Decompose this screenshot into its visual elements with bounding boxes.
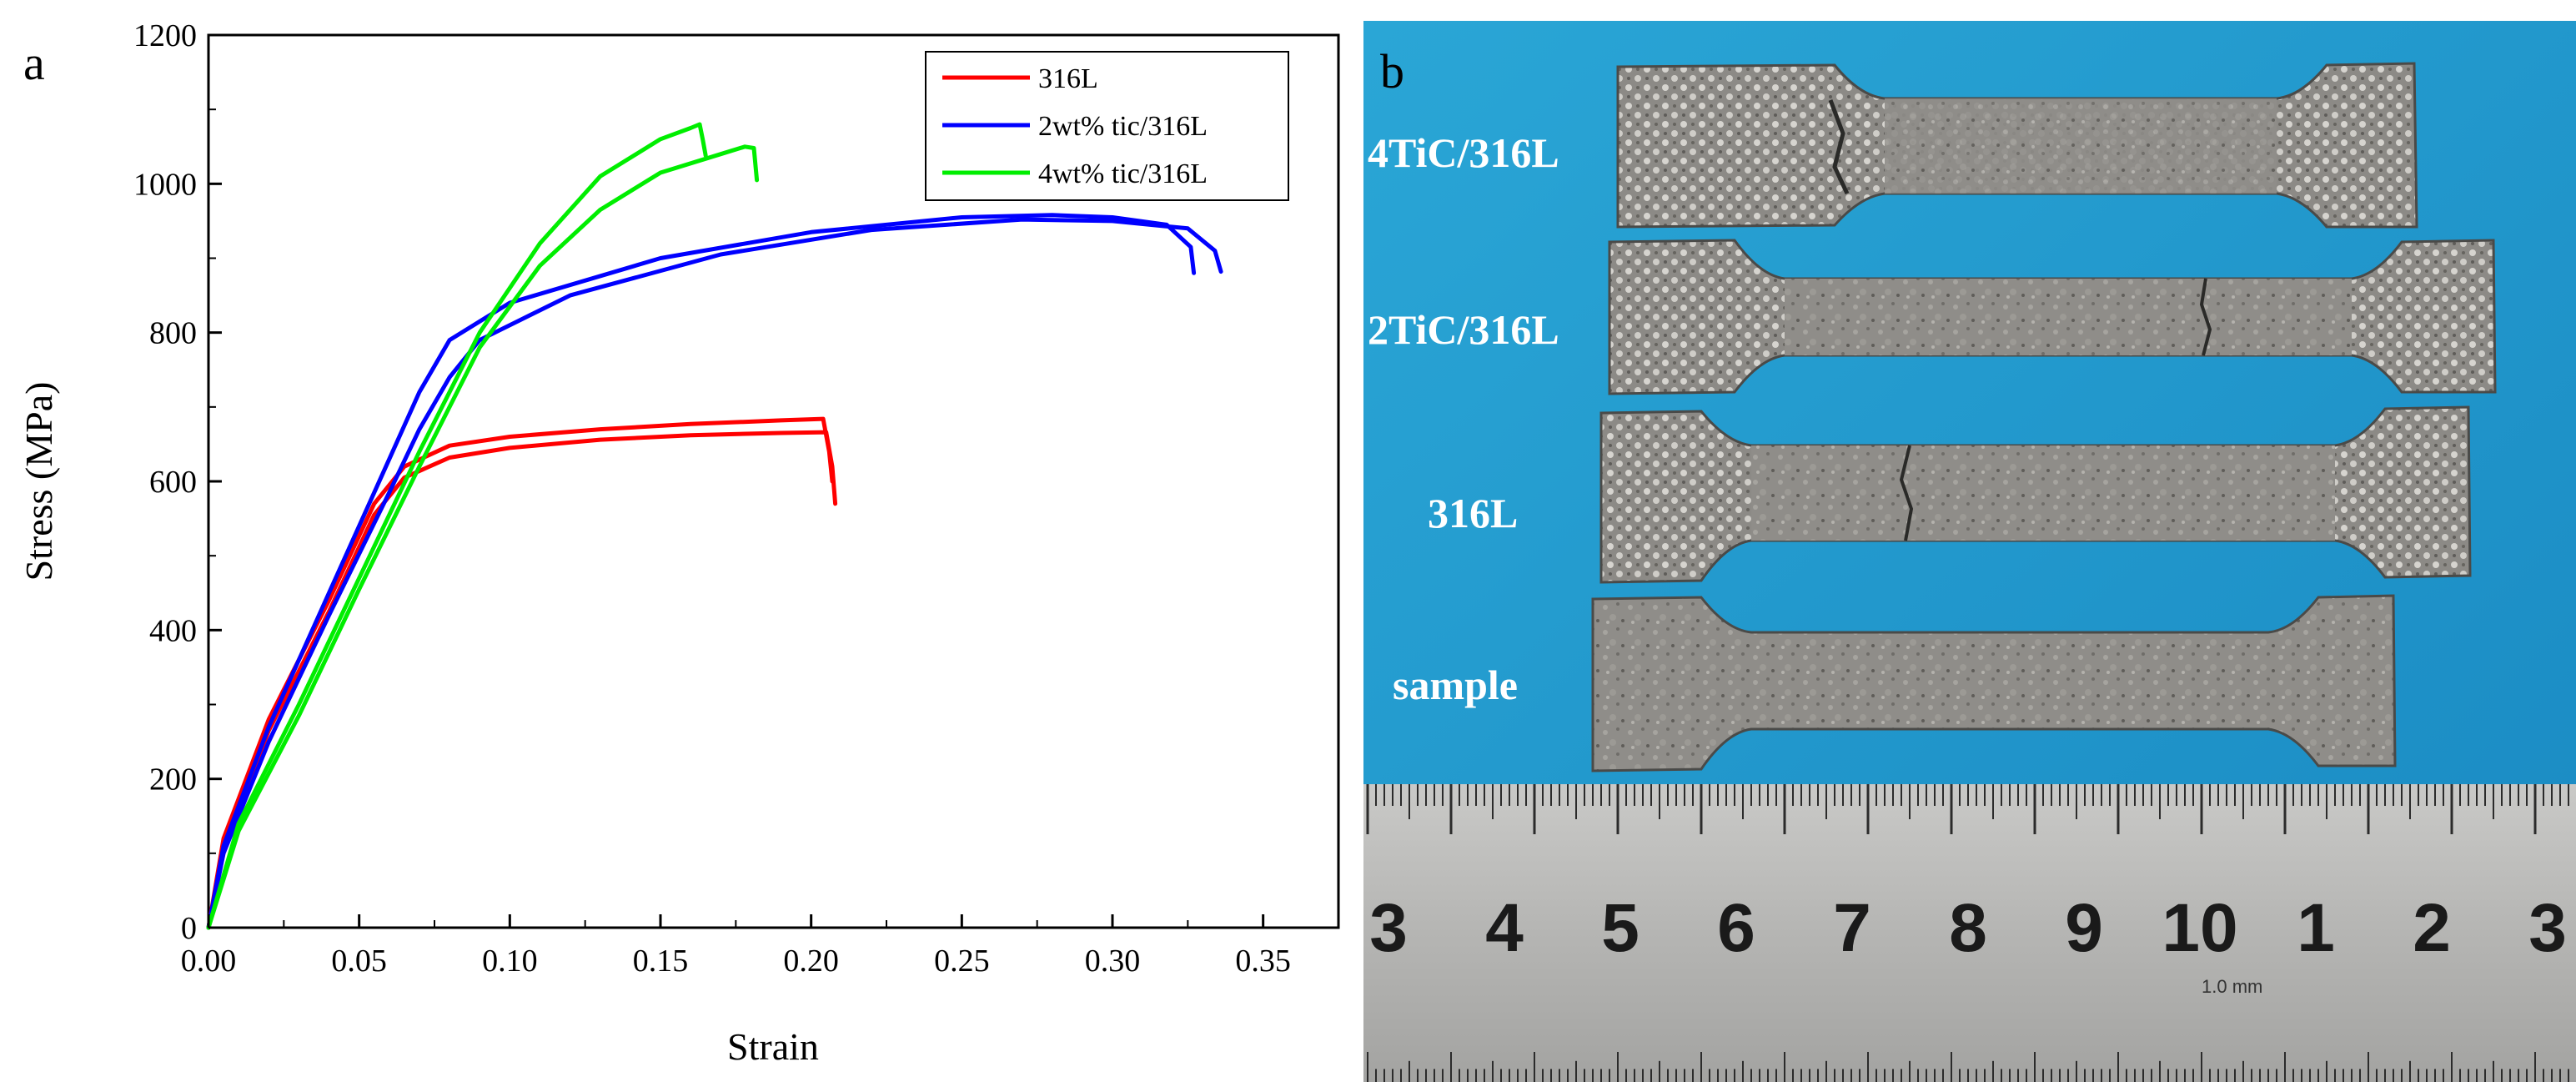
- y-tick-label: 200: [149, 762, 197, 798]
- ruler-number: 10: [2162, 890, 2237, 966]
- label-sample: sample: [1393, 662, 1518, 708]
- specimen-2tic: [1608, 239, 2497, 395]
- ruler-body: [1363, 784, 2576, 1082]
- panel-b-photo: b 4TiC/316L 2TiC/316L 316L sample: [1363, 21, 2576, 1082]
- label-2tic: 2TiC/316L: [1368, 306, 1559, 353]
- series-2-curve-2: [206, 217, 1223, 930]
- ruler-number: 1: [2297, 890, 2335, 966]
- x-tick-label: 0.00: [181, 944, 237, 979]
- series-3-curve-1: [206, 122, 708, 930]
- series-layer: [206, 122, 1223, 930]
- x-tick-label: 0.05: [331, 944, 387, 979]
- ruler-number: 6: [1717, 890, 1755, 966]
- x-axis-title: Strain: [727, 1025, 819, 1068]
- y-tick-label: 1200: [133, 18, 197, 53]
- legend-label-316l: 316L: [1038, 63, 1098, 94]
- series-3-curve-2: [206, 144, 760, 930]
- ruler-number: 8: [1949, 890, 1987, 966]
- x-tick-label: 0.15: [633, 944, 689, 979]
- legend-item-4wt: 4wt% tic/316L: [942, 159, 1208, 189]
- ruler-number: 9: [2065, 890, 2103, 966]
- series-2-curve-1: [206, 213, 1197, 930]
- stress-strain-chart: 0.00 0.05 0.10 0.15 0.20 0.25 0.30 0.35 0 200 400…: [18, 18, 1340, 1068]
- ruler-number: 3: [2528, 890, 2567, 966]
- y-tick-label: 1000: [133, 167, 197, 202]
- panel-b-label: b: [1380, 44, 1404, 98]
- y-axis-ticks: 0 200 400 600 800 1000 1200: [133, 18, 222, 946]
- panel-a-label: a: [23, 36, 45, 90]
- specimen-4tic: [1616, 62, 2418, 229]
- panel-a: a 0.00 0.05 0.10 0.15 0.20 0.25 0.30 0.35 0 200 4…: [18, 18, 1340, 1068]
- specimen-316l: [1599, 405, 2472, 584]
- y-tick-label: 0: [181, 911, 197, 946]
- legend-item-2wt: 2wt% tic/316L: [942, 111, 1208, 142]
- specimen-untested: [1591, 594, 2397, 772]
- ruler-numbers: 3 4 5 6 7 8 9 10 1 2 3: [1369, 890, 2567, 966]
- y-axis-title: Stress (MPa): [18, 382, 60, 581]
- y-tick-label: 400: [149, 613, 197, 648]
- x-tick-label: 0.25: [934, 944, 990, 979]
- series-1-curve-2: [206, 430, 838, 930]
- x-tick-label: 0.20: [783, 944, 839, 979]
- ruler-ticks: [1366, 784, 2569, 1082]
- x-tick-label: 0.30: [1085, 944, 1141, 979]
- y-tick-label: 600: [149, 465, 197, 500]
- ruler-number: 4: [1485, 890, 1524, 966]
- label-316l: 316L: [1428, 490, 1518, 536]
- label-4tic: 4TiC/316L: [1368, 129, 1559, 176]
- y-tick-label: 800: [149, 316, 197, 351]
- x-axis-ticks: 0.00 0.05 0.10 0.15 0.20 0.25 0.30 0.35: [181, 914, 1291, 979]
- ruler-number: 3: [1369, 890, 1408, 966]
- x-tick-label: 0.10: [482, 944, 538, 979]
- legend-label-4wt: 4wt% tic/316L: [1038, 159, 1208, 189]
- ruler: 3 4 5 6 7 8 9 10 1 2 3 1.0 mm: [1363, 784, 2576, 1082]
- x-tick-label: 0.35: [1235, 944, 1291, 979]
- ruler-number: 2: [2413, 890, 2451, 966]
- ruler-unit-text: 1.0 mm: [2202, 976, 2262, 997]
- ruler-number: 5: [1601, 890, 1640, 966]
- legend-label-2wt: 2wt% tic/316L: [1038, 111, 1208, 142]
- ruler-number: 7: [1833, 890, 1871, 966]
- legend-item-316l: 316L: [942, 63, 1098, 94]
- legend: 316L 2wt% tic/316L 4wt% tic/316L: [925, 51, 1289, 201]
